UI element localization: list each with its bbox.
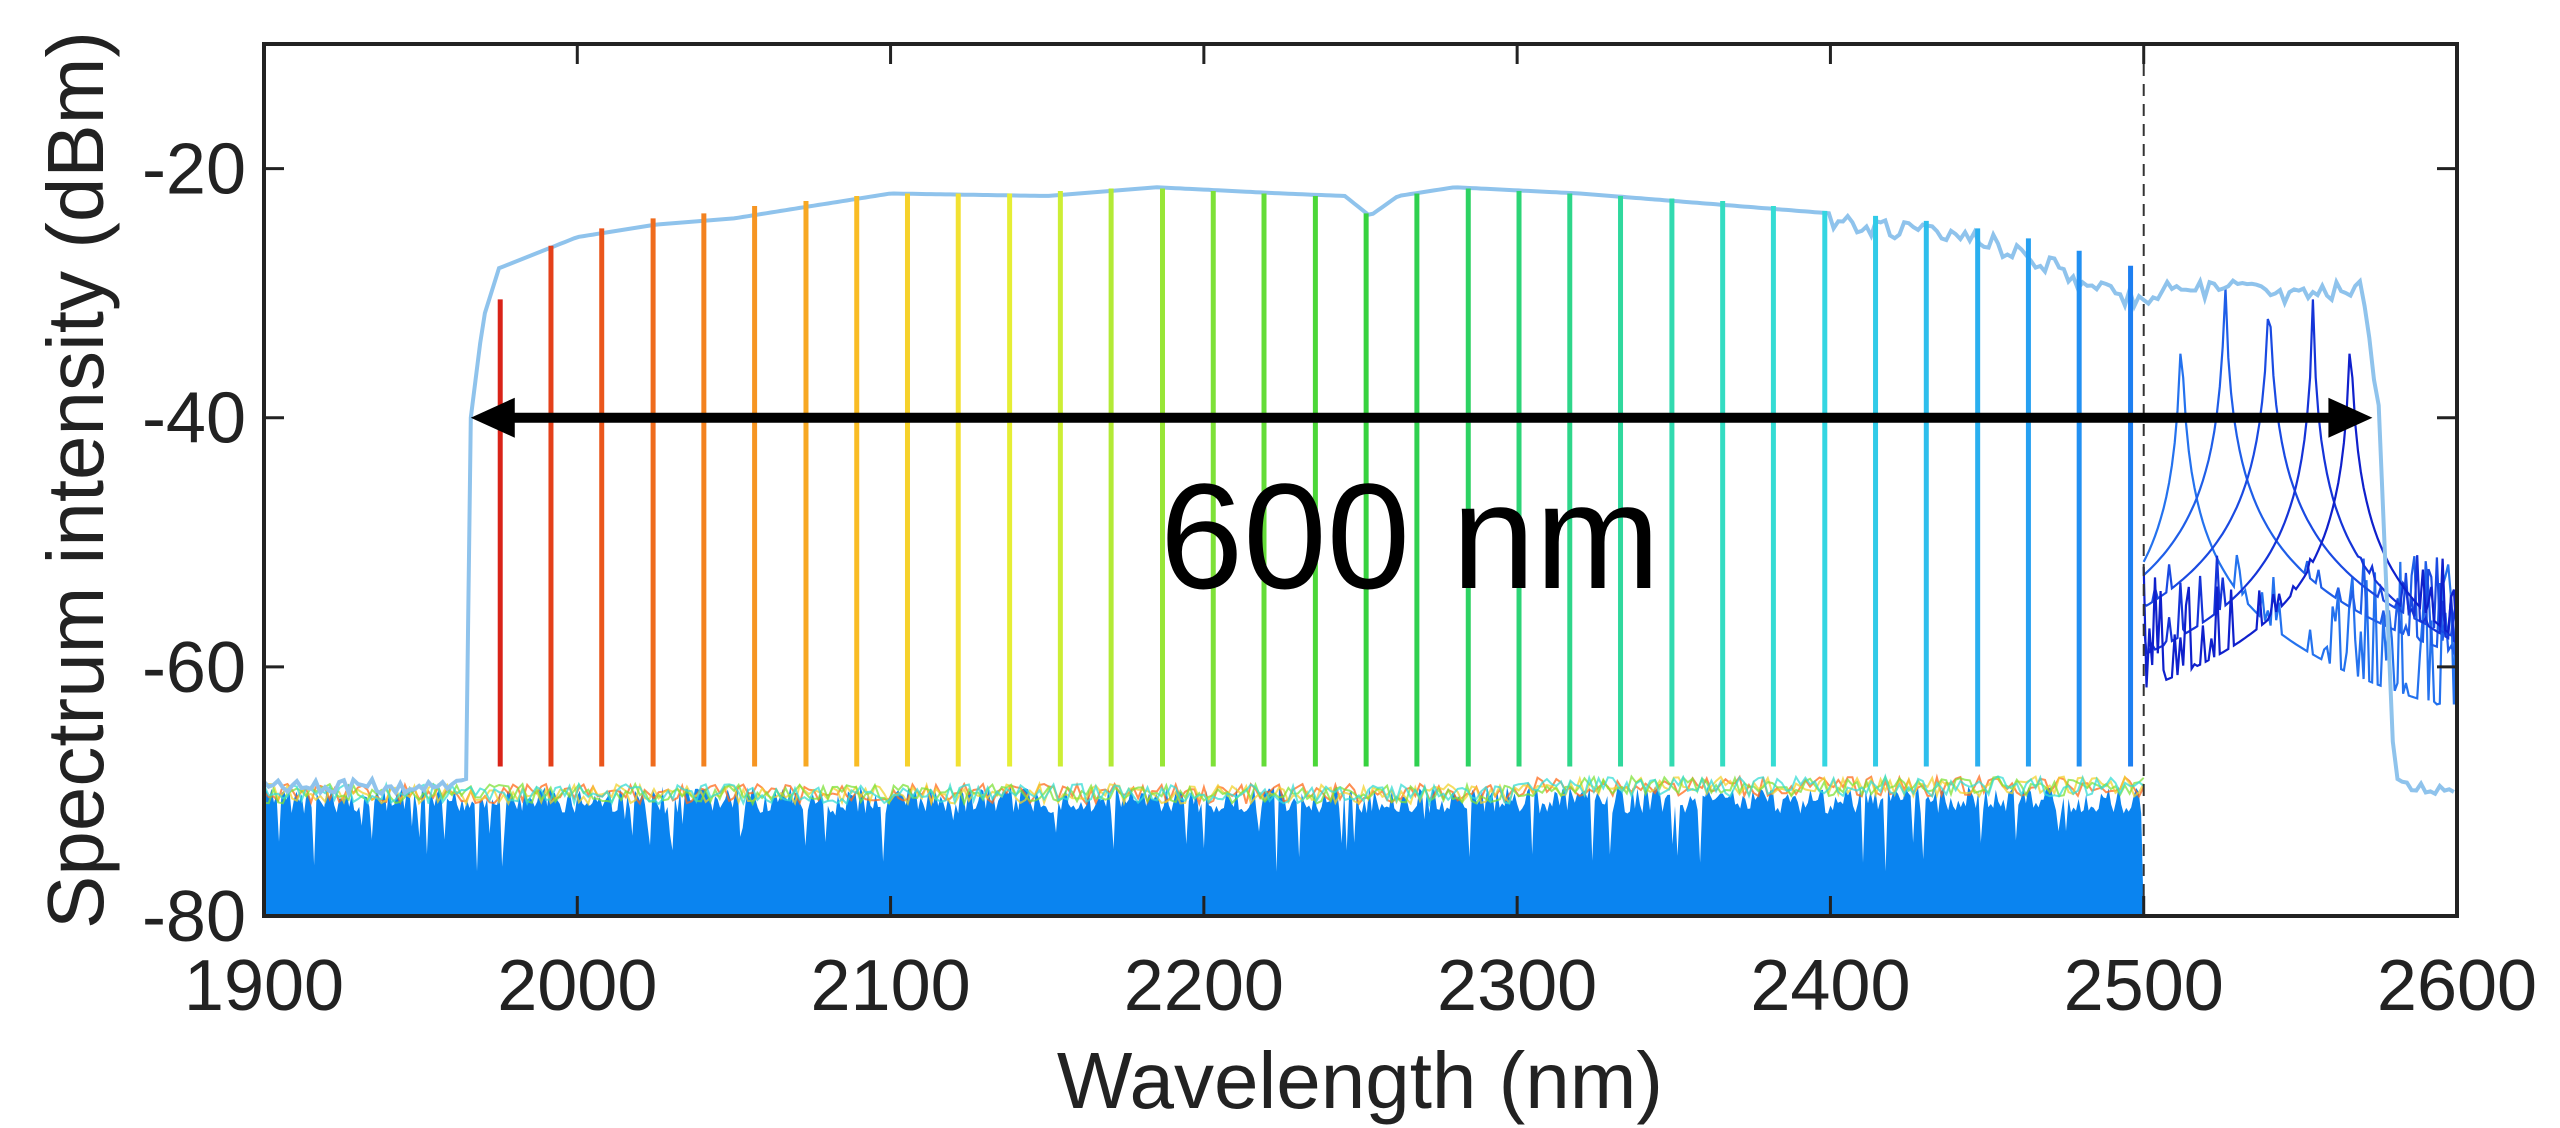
x-tick-label: 2100: [810, 946, 970, 1026]
laser-lines: [497, 188, 2134, 767]
x-axis-ticks: 1900 2000 2100 2200 2300 2400 2500 2600: [184, 44, 2537, 1026]
x-tick-label: 2400: [1750, 946, 1910, 1026]
y-tick-label: -20: [142, 130, 246, 210]
range-arrow-left-head: [470, 397, 515, 438]
noise-fill: [264, 786, 2144, 916]
noise-trace-3: [264, 773, 2145, 808]
y-axis-label: Spectrum intensity (dBm): [31, 31, 120, 929]
x-tick-label: 2600: [2377, 946, 2537, 1026]
x-tick-label: 2300: [1437, 946, 1597, 1026]
y-axis-ticks: -80 -60 -40 -20: [142, 130, 2457, 957]
x-axis-label: Wavelength (nm): [1057, 1036, 1663, 1125]
mid-ir-line-3: [2142, 299, 2457, 655]
mid-ir-line-4: [2142, 353, 2457, 688]
range-marker: [470, 397, 2373, 438]
x-tick-label: 2500: [2064, 946, 2224, 1026]
axes-frame: [262, 42, 2459, 918]
mid-ir-spectrum: [2142, 288, 2457, 706]
mid-ir-line-1: [2142, 288, 2457, 657]
x-tick-label: 1900: [184, 946, 344, 1026]
x-tick-label: 2200: [1124, 946, 1284, 1026]
range-arrow-right-head: [2328, 397, 2373, 438]
envelope-trace: [264, 185, 2455, 799]
noise-floor: [264, 773, 2145, 916]
y-tick-label: -40: [142, 379, 246, 459]
x-tick-label: 2000: [497, 946, 657, 1026]
mid-ir-line-0: [2142, 353, 2457, 706]
range-annotation: 600 nm: [1160, 452, 1660, 620]
y-tick-label: -80: [142, 877, 246, 957]
y-tick-label: -60: [142, 628, 246, 708]
mid-ir-line-2: [2143, 318, 2457, 637]
pump-envelope: [264, 185, 2455, 799]
plot-area: [264, 44, 2457, 916]
